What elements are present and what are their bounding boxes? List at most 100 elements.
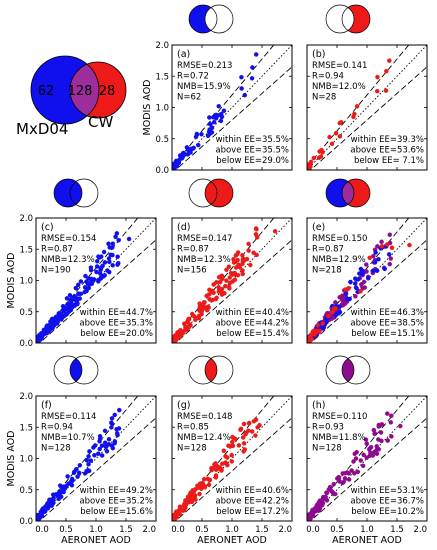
data-point [197,491,202,497]
data-point [343,301,348,306]
stat-text: N=128 [177,444,207,454]
data-point [207,477,213,483]
data-point [214,295,219,301]
data-point [353,294,358,299]
data-point [76,291,81,297]
data-point [86,454,91,459]
data-point [340,293,345,298]
data-point [330,309,336,315]
data-point [97,439,102,444]
data-point [227,280,233,286]
data-point [364,269,369,274]
stat-text: NMB=12.3% [177,255,231,265]
data-point [374,268,380,273]
ee-upper-line [307,45,410,168]
data-point [389,245,395,251]
stat-text: R=0.94 [41,423,73,433]
stat-text: RMSE=0.154 [41,234,96,244]
x-tick-label: 1.5 [390,525,404,535]
data-point [114,231,120,236]
x-tick-label: 2.0 [413,525,427,535]
data-point [250,65,255,70]
data-point [223,454,228,459]
venn-left-only-count: 62 [38,84,55,99]
stat-text: R=0.87 [41,245,73,255]
data-point [311,155,317,161]
data-point [240,256,246,261]
venn-icon-3 [53,178,99,208]
venn-icon-5 [325,178,371,208]
data-point [48,498,54,503]
data-point [51,322,57,328]
y-tick-label: 1.5 [19,245,33,255]
data-point [216,289,222,294]
x-axis-label: AERONET AOD [332,535,402,546]
data-point [114,426,119,432]
data-point [50,318,56,323]
data-point [110,252,115,258]
data-point [91,445,96,450]
venn-right-only-count: 28 [99,84,116,99]
data-point [174,515,180,520]
ee-text: within EE=35.5% [216,135,289,145]
data-point [374,451,380,456]
data-point [352,451,358,457]
data-point [223,283,228,289]
data-point [353,456,359,461]
data-point [240,268,245,273]
y-tick-label: 2.0 [155,41,169,51]
data-point [226,264,232,269]
data-point [333,491,338,497]
data-point [75,474,80,479]
data-point [191,489,197,494]
y-tick-label: 1.0 [155,104,169,114]
ee-text: above EE=38.5% [350,319,424,329]
data-point [87,449,92,454]
data-point [307,161,313,167]
venn-left-label: MxD04 [16,120,68,138]
data-point [74,296,79,301]
data-point [364,262,369,267]
data-point [389,413,394,419]
data-point [109,420,114,425]
x-tick-label: 0.5 [330,525,344,535]
one-to-one-line [36,396,156,521]
data-point [370,453,376,458]
data-point [220,292,225,297]
data-point [62,486,68,491]
x-tick-label: 1.0 [225,525,239,535]
data-point [196,142,201,148]
data-point [115,262,120,267]
data-point [102,428,108,434]
ee-text: within EE=44.7% [80,308,153,318]
y-axis-label: MODIS AOD [6,253,17,309]
data-point [241,421,247,427]
data-point [209,125,215,131]
data-point [177,511,182,517]
data-point [326,313,331,319]
data-point [211,282,216,287]
x-tick-label: 2.0 [278,525,292,535]
data-point [336,474,341,480]
data-point [368,444,374,450]
data-point [374,444,379,449]
data-point [197,301,202,306]
data-point [320,150,325,155]
data-point [246,248,251,253]
data-point [314,330,319,335]
data-point [106,256,112,261]
ee-text: within EE=40.6% [216,486,289,496]
data-point [366,275,371,281]
stat-text: N=128 [312,444,342,454]
data-point [216,284,221,290]
y-axis-label: MODIS AOD [6,431,17,487]
data-point [50,492,56,497]
data-point [385,438,390,443]
stat-text: R=0.85 [177,423,209,433]
data-point [398,423,403,429]
ee-text: above EE=35.3% [79,319,153,329]
data-point [109,425,114,430]
panel-label: (a) [177,49,190,60]
ee-text: below EE=17.2% [216,507,289,517]
